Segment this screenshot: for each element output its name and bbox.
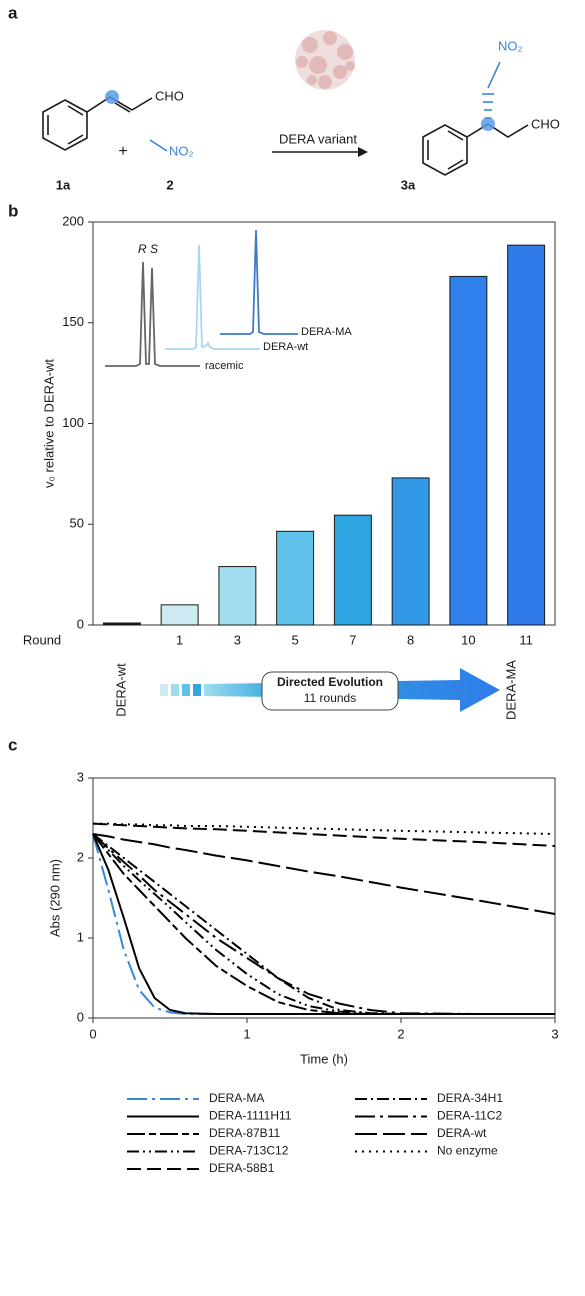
functional-group: CHO [531, 116, 560, 131]
y-tick-label: 1 [77, 929, 84, 944]
x-axis-label: Round [23, 632, 61, 647]
functional-group: CHO [155, 88, 184, 103]
x-tick-label: 3 [234, 632, 241, 647]
reagent-bond [149, 139, 168, 152]
evolution-end: DERA-MA [503, 660, 518, 720]
bar [160, 604, 199, 626]
compound-label: 2 [166, 177, 173, 192]
bar [218, 566, 257, 626]
trace-label: racemic [205, 360, 244, 372]
plus-sign: + [118, 143, 127, 160]
legend-label: DERA-713C12 [209, 1144, 289, 1158]
functional-group: NO₂ [169, 143, 194, 158]
peak-label: S [150, 242, 158, 256]
series-line [92, 833, 556, 915]
series-line [92, 833, 555, 1015]
x-tick-label: 2 [397, 1026, 404, 1041]
arrow-head [358, 147, 368, 157]
series-line [92, 833, 555, 1015]
x-tick-label: 1 [176, 632, 183, 647]
x-tick-label: 1 [243, 1026, 250, 1041]
evolution-arrow [160, 668, 500, 712]
legend-label: DERA-11C2 [437, 1109, 502, 1123]
panel-label: b [8, 201, 18, 220]
legend-label: DERA-1111H11 [209, 1109, 292, 1123]
bar [102, 622, 141, 626]
y-axis-label: v₀ relative to DERA-wt [41, 359, 56, 488]
y-axis-label: Abs (290 nm) [47, 859, 62, 937]
legend-label: DERA-58B1 [209, 1161, 275, 1175]
legend-label: DERA-wt [437, 1126, 487, 1140]
x-tick-label: 8 [407, 632, 414, 647]
plot-frame [92, 777, 556, 1019]
arrow-label: DERA variant [279, 131, 357, 146]
box-subtitle: 11 rounds [304, 691, 356, 705]
x-tick-label: 0 [89, 1026, 96, 1041]
y-tick-label: 2 [77, 849, 84, 864]
compound-label: 1a [56, 177, 71, 192]
x-tick-label: 5 [292, 632, 299, 647]
bar [276, 530, 315, 626]
legend-label: DERA-87B11 [209, 1126, 280, 1140]
bar [507, 244, 546, 626]
x-axis-label: Time (h) [300, 1051, 348, 1066]
legend-label: DERA-MA [209, 1091, 264, 1105]
x-tick-label: 11 [519, 632, 533, 647]
series-line [92, 833, 555, 1015]
functional-group: NO₂ [498, 38, 523, 53]
y-tick-label: 200 [62, 213, 84, 228]
reactant-structure [42, 90, 153, 151]
x-tick-label: 7 [349, 632, 356, 647]
enzyme-illustration [295, 30, 355, 90]
y-tick-label: 100 [62, 415, 84, 430]
panel-label: a [8, 3, 18, 22]
bar [391, 477, 430, 626]
product-structure [422, 61, 529, 176]
bar [333, 514, 372, 626]
trace-label: DERA-MA [301, 326, 352, 338]
trace-label: DERA-wt [263, 341, 308, 353]
legend-label: No enzyme [437, 1144, 498, 1158]
panel-label: c [8, 735, 17, 754]
bar [449, 275, 488, 626]
box-title: Directed Evolution [277, 675, 383, 689]
compound-label: 3a [401, 177, 416, 192]
x-tick-label: 10 [461, 632, 475, 647]
y-tick-label: 0 [77, 1009, 84, 1024]
series-line [92, 833, 555, 1015]
y-tick-label: 50 [70, 516, 84, 531]
y-tick-label: 150 [62, 314, 84, 329]
evolution-start: DERA-wt [113, 663, 128, 717]
series-line [92, 833, 555, 1015]
peak-label: R [138, 242, 147, 256]
chromatogram-inset [105, 229, 298, 367]
x-tick-label: 3 [551, 1026, 558, 1041]
series-line [92, 833, 555, 1015]
y-tick-label: 0 [77, 616, 84, 631]
legend-label: DERA-34H1 [437, 1091, 503, 1105]
series-line [93, 822, 556, 835]
y-tick-label: 3 [77, 769, 84, 784]
series-line [92, 822, 556, 847]
